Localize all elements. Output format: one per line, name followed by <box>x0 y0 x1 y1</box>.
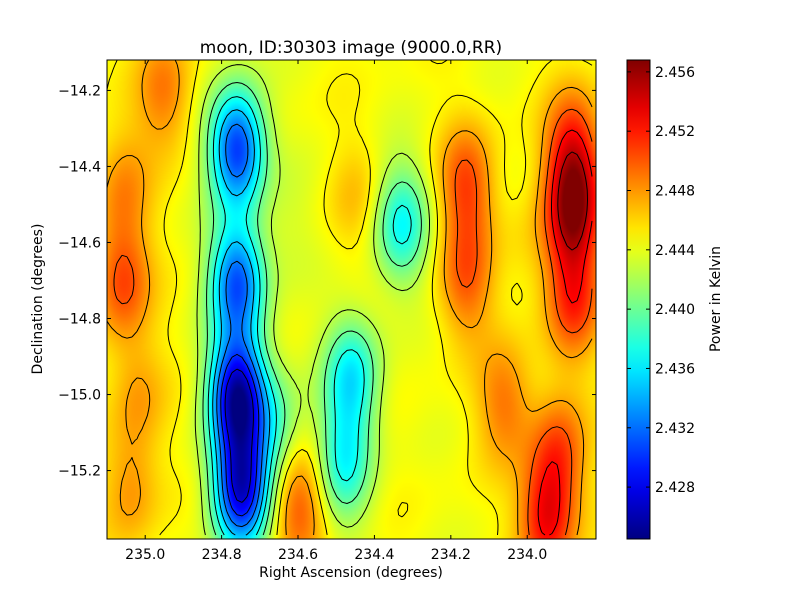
contour-line <box>224 368 254 503</box>
x-tick-label: 234.2 <box>431 547 471 563</box>
contour-line <box>107 60 593 536</box>
contour-line <box>113 108 593 536</box>
colorbar-label: Power in Kelvin <box>708 246 724 352</box>
y-tick-label: −14.6 <box>58 235 101 251</box>
contour-line <box>202 82 422 536</box>
contour-line <box>216 123 265 528</box>
contour-line <box>537 129 593 536</box>
colorbar-tick-label: 2.440 <box>655 302 695 318</box>
colorbar: 2.428 2.432 2.436 2.440 2.444 2.448 2.452 2.456 <box>626 59 695 540</box>
colorbar-tick-label: 2.456 <box>655 65 695 81</box>
colorbar-tick-label: 2.436 <box>655 361 695 377</box>
colorbar-frame <box>626 59 651 540</box>
chart-title: moon, ID:30303 image (9000.0,RR) <box>200 38 502 58</box>
colorbar-gradient <box>627 60 650 539</box>
colorbar-tick-label: 2.444 <box>655 243 695 259</box>
colorbar-tick-label: 2.448 <box>655 184 695 200</box>
y-axis-label: Declination (degrees) <box>30 224 46 375</box>
x-tick-label: 235.0 <box>125 547 165 563</box>
x-axis-ticks: 235.0 234.8 234.6 234.4 234.2 234.0 <box>125 60 547 563</box>
y-tick-label: −14.8 <box>58 312 101 328</box>
colorbar-ticks: 2.428 2.432 2.436 2.440 2.444 2.448 2.452 2.456 <box>627 65 695 496</box>
contour-line <box>207 96 412 536</box>
x-tick-label: 234.6 <box>278 547 318 563</box>
colorbar-tick-label: 2.452 <box>655 124 695 140</box>
colorbar-tick-label: 2.432 <box>655 421 695 437</box>
y-tick-label: −15.2 <box>58 464 101 480</box>
contour-line <box>194 64 430 536</box>
contour-line <box>220 353 260 517</box>
heatmap-plot: 235.0 234.8 234.6 234.4 234.2 234.0 −14.2−14.… <box>58 59 597 563</box>
y-axis-ticks: −14.2 −14.4 −14.6 −14.8 −15.0 −15.2 <box>58 83 596 480</box>
contour-line <box>212 109 271 536</box>
plot-frame <box>106 59 597 540</box>
heatmap-image <box>107 60 596 539</box>
y-tick-label: −14.4 <box>58 159 101 175</box>
contour-lines <box>107 60 593 536</box>
x-tick-label: 234.4 <box>354 547 394 563</box>
colorbar-tick-label: 2.428 <box>655 480 695 496</box>
contour-line <box>107 60 593 536</box>
x-axis-label: Right Ascension (degrees) <box>259 565 443 581</box>
y-tick-label: −15.0 <box>58 388 101 404</box>
x-tick-label: 234.0 <box>507 547 547 563</box>
y-tick-label: −14.2 <box>58 83 101 99</box>
x-tick-label: 234.8 <box>202 547 242 563</box>
contour-line <box>557 151 588 251</box>
